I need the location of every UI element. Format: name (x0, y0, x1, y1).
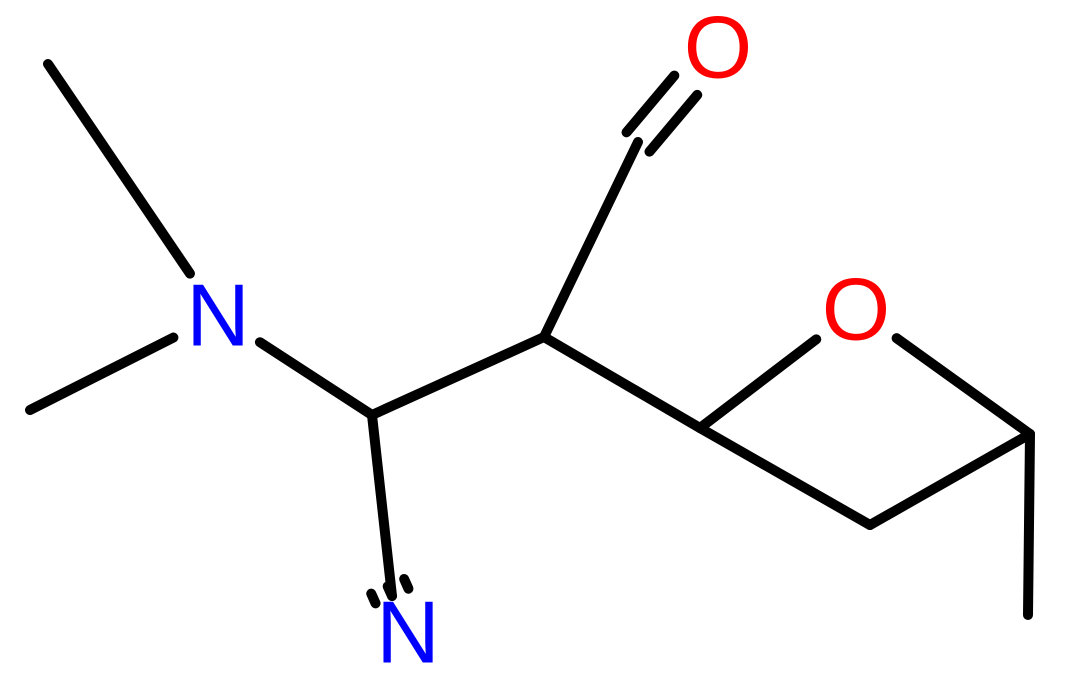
molecule-diagram: N N O O (0, 0, 1076, 679)
atom-label-n: N (186, 266, 250, 365)
atom-label-o: O (684, 0, 752, 97)
atom-label-n: N (376, 583, 440, 679)
atom-label-o: O (822, 260, 890, 359)
